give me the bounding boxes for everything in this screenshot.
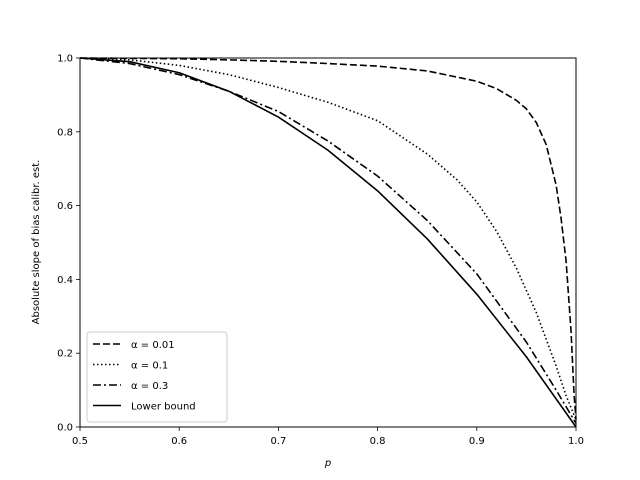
- legend-label-0: α = 0.01: [131, 340, 175, 351]
- y-tick-label: 0.2: [57, 349, 73, 360]
- series-line-3: [79, 57, 577, 428]
- x-tick-label: 0.9: [469, 436, 485, 447]
- y-tick-label: 0.6: [57, 201, 73, 212]
- legend-label-1: α = 0.1: [131, 361, 168, 372]
- x-tick-label: 0.8: [370, 436, 386, 447]
- x-tick-label: 0.6: [171, 436, 187, 447]
- y-tick-label: 0.0: [57, 423, 73, 434]
- y-tick-label: 0.8: [57, 127, 73, 138]
- y-tick-label: 0.4: [57, 275, 73, 286]
- y-axis-label: Absolute slope of bias calibr. est.: [31, 160, 42, 325]
- x-tick-label: 0.7: [270, 436, 286, 447]
- x-tick-label: 1.0: [568, 436, 584, 447]
- y-tick-label: 1.0: [57, 54, 73, 65]
- legend-label-3: Lower bound: [131, 402, 196, 413]
- series-line-0: [79, 57, 577, 420]
- y-axis: 0.0 0.2 0.4 0.6 0.8 1.0: [57, 54, 80, 434]
- plot-lines: [79, 57, 577, 428]
- legend-box: [86, 331, 228, 423]
- series-line-2: [79, 57, 577, 424]
- legend-label-2: α = 0.3: [131, 381, 168, 392]
- x-axis: 0.5 0.6 0.7 0.8 0.9 1.0: [72, 427, 584, 447]
- series-line-1: [79, 57, 577, 420]
- x-tick-label: 0.5: [72, 436, 88, 447]
- x-axis-label: p: [324, 458, 331, 469]
- plot-frame: [79, 57, 577, 428]
- legend: α = 0.01 α = 0.1 α = 0.3 Lower bound: [86, 331, 228, 423]
